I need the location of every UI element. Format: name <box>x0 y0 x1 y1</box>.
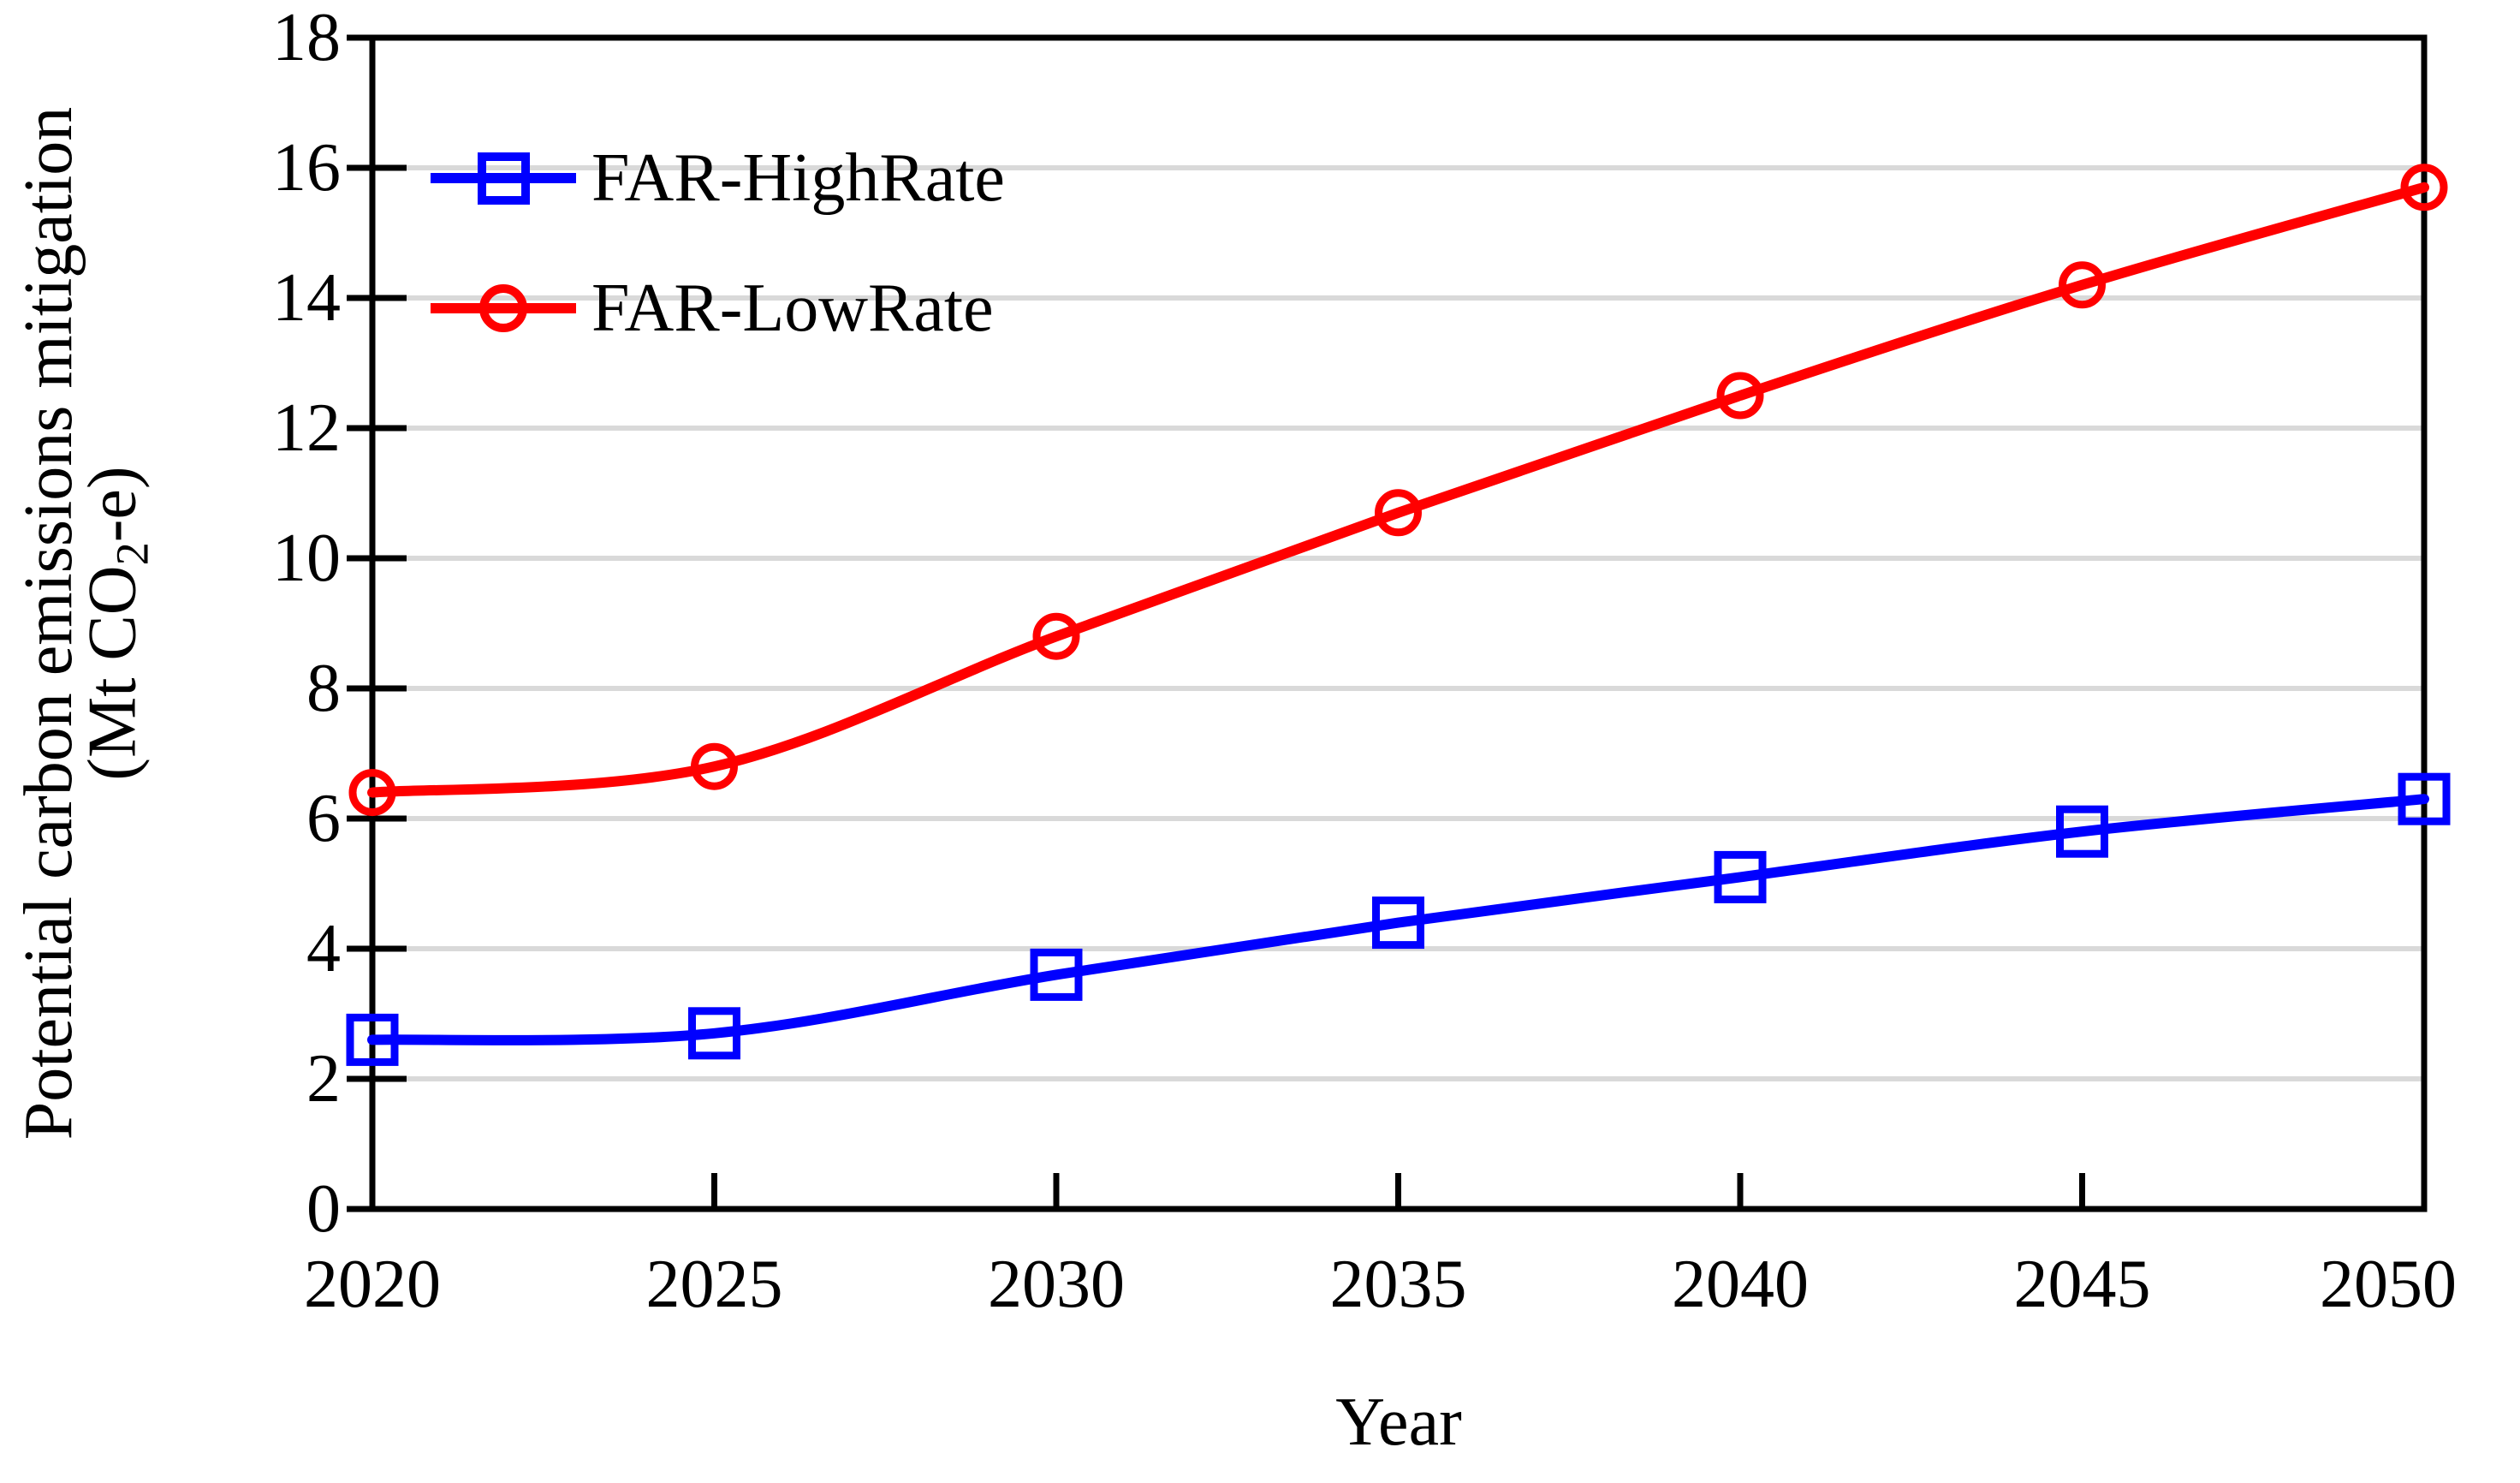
marker-square-FAR-HighRate <box>1714 850 1767 903</box>
co2-subscript: 2 <box>106 542 158 566</box>
y-tick-label: 4 <box>306 911 341 986</box>
series-line-FAR-LowRate <box>367 182 2429 798</box>
marker-square-FAR-HighRate <box>2056 805 2108 858</box>
x-tick-label: 2035 <box>1329 1247 1467 1322</box>
marker-circle-FAR-LowRate <box>2059 261 2106 309</box>
legend-label-lowrate: FAR-LowRate <box>591 271 994 346</box>
x-tick-label: 2020 <box>304 1247 441 1322</box>
marker-circle-FAR-LowRate <box>1375 489 1422 537</box>
legend-label-highrate: FAR-HighRate <box>591 140 1005 216</box>
y-tick-label: 14 <box>272 260 341 336</box>
y-tick-label: 18 <box>272 0 341 75</box>
marker-square-FAR-HighRate <box>1030 948 1083 1001</box>
marker-square-FAR-HighRate <box>1372 896 1424 950</box>
x-axis-title: Year <box>1335 1385 1462 1460</box>
plot-border <box>369 34 2428 1212</box>
legend-line-highrate <box>431 173 576 183</box>
y-axis-title-line2: (Mt CO2-e) <box>74 466 158 781</box>
y-tick-label: 16 <box>272 130 341 205</box>
marker-circle-FAR-LowRate <box>691 742 738 790</box>
y-tick-label: 8 <box>306 651 341 726</box>
marker-circle-FAR-LowRate <box>348 769 396 817</box>
x-tick-label: 2040 <box>1672 1247 1809 1322</box>
y-tick-label: 0 <box>306 1171 341 1247</box>
marker-circle-FAR-LowRate <box>2400 164 2448 211</box>
x-tick-label: 2025 <box>645 1247 783 1322</box>
y-tick-label: 2 <box>306 1041 341 1117</box>
y-tick-label: 10 <box>272 521 341 596</box>
legend-marker-circle <box>479 284 527 332</box>
y-tick-label: 6 <box>306 781 341 856</box>
marker-circle-FAR-LowRate <box>1716 372 1764 420</box>
series-line-FAR-HighRate <box>367 794 2429 1045</box>
x-tick-label: 2045 <box>2013 1247 2151 1322</box>
marker-square-FAR-HighRate <box>688 1007 740 1060</box>
legend-marker-square <box>478 152 530 205</box>
marker-circle-FAR-LowRate <box>1032 612 1080 660</box>
x-tick-label: 2050 <box>2320 1247 2457 1322</box>
y-tick-label: 12 <box>272 390 341 466</box>
marker-square-FAR-HighRate <box>2398 772 2451 825</box>
marker-square-FAR-HighRate <box>346 1013 399 1066</box>
x-tick-label: 2030 <box>988 1247 1125 1322</box>
